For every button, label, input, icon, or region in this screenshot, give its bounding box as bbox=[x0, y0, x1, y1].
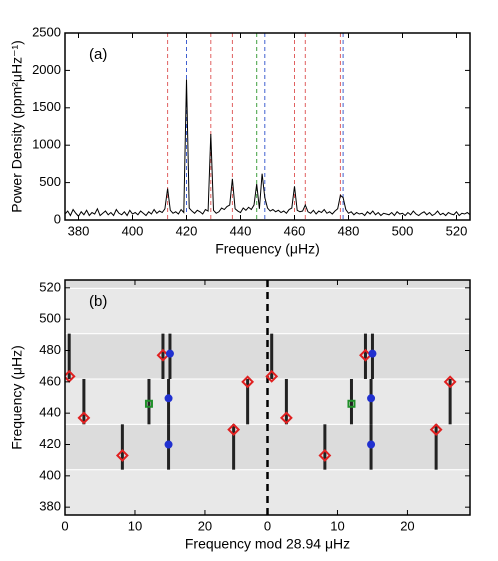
y-tick-label: 1500 bbox=[32, 99, 61, 114]
ridge bbox=[270, 333, 274, 379]
spectrum bbox=[65, 79, 470, 218]
marker-circle bbox=[367, 440, 376, 449]
x-tick-label: 440 bbox=[230, 223, 252, 238]
x-tick-label: 420 bbox=[176, 223, 198, 238]
y-axis-label: Power Density (ppm²μHz⁻¹) bbox=[9, 40, 25, 213]
marker-diamond bbox=[77, 411, 91, 425]
ridge bbox=[323, 424, 327, 470]
marker-diamond bbox=[429, 423, 443, 437]
marker-circle bbox=[164, 440, 173, 449]
ridge bbox=[82, 378, 86, 425]
marker-circle bbox=[367, 394, 376, 403]
x-tick-label: 480 bbox=[338, 223, 360, 238]
x-tick-label: 10 bbox=[128, 518, 142, 533]
marker-diamond bbox=[241, 375, 255, 389]
y-tick-label: 400 bbox=[39, 467, 61, 482]
ridge bbox=[434, 424, 438, 470]
marker-square bbox=[347, 399, 356, 408]
ridge bbox=[120, 424, 124, 470]
marker-diamond bbox=[443, 375, 457, 389]
y-tick-label: 500 bbox=[39, 174, 61, 189]
x-tick-label: 0 bbox=[61, 518, 68, 533]
x-tick-label: 10 bbox=[330, 518, 344, 533]
marker-square bbox=[144, 399, 153, 408]
axes-frame bbox=[64, 32, 471, 221]
ridge bbox=[246, 378, 250, 425]
x-tick-label: 400 bbox=[122, 223, 144, 238]
marker-diamond bbox=[265, 369, 279, 383]
x-tick-label: 380 bbox=[68, 223, 90, 238]
x-tick-label: 0 bbox=[264, 518, 271, 533]
ridge bbox=[232, 424, 236, 470]
plot-area bbox=[65, 33, 470, 220]
y-tick-label: 380 bbox=[39, 499, 61, 514]
y-tick-label: 2500 bbox=[32, 24, 61, 39]
marker-diamond bbox=[115, 449, 129, 462]
marker-circle bbox=[368, 349, 377, 358]
ridge bbox=[67, 333, 71, 379]
y-tick-label: 440 bbox=[39, 405, 61, 420]
y-tick-label: 500 bbox=[39, 311, 61, 326]
y-tick-label: 460 bbox=[39, 373, 61, 388]
x-tick-label: 500 bbox=[392, 223, 414, 238]
marker-circle bbox=[165, 349, 174, 358]
x-tick-label: 520 bbox=[446, 223, 468, 238]
y-tick-label: 520 bbox=[39, 279, 61, 294]
y-tick-label: 420 bbox=[39, 436, 61, 451]
y-tick-label: 480 bbox=[39, 342, 61, 357]
panel: 380 400 420 440 460 480 500 520 0 500 1000 1500 2000… bbox=[9, 24, 471, 257]
y-tick-label: 0 bbox=[54, 211, 61, 226]
ridge bbox=[363, 333, 367, 379]
panel-label: (b) bbox=[89, 293, 107, 310]
marker-diamond bbox=[279, 411, 293, 425]
ridge bbox=[284, 378, 288, 425]
x-tick-label: 20 bbox=[198, 518, 212, 533]
marker-circle bbox=[164, 394, 173, 403]
marker-diamond bbox=[227, 423, 241, 437]
x-axis-label: Frequency (μHz) bbox=[215, 241, 320, 257]
marker-diamond bbox=[318, 449, 332, 462]
ridge bbox=[448, 378, 452, 425]
plot-area bbox=[65, 280, 470, 515]
x-axis-label: Frequency mod 28.94 μHz bbox=[185, 536, 350, 552]
panel-label: (a) bbox=[89, 46, 107, 63]
y-tick-label: 1000 bbox=[32, 137, 61, 152]
panel: 0 10 20 0 10 20 380 400 420 440 460 480 500 520 Freque… bbox=[9, 279, 471, 552]
x-tick-label: 460 bbox=[284, 223, 306, 238]
ridge bbox=[161, 333, 165, 379]
y-tick-label: 2000 bbox=[32, 62, 61, 77]
y-axis-label: Frequency (μHz) bbox=[9, 345, 25, 450]
x-tick-label: 20 bbox=[400, 518, 414, 533]
